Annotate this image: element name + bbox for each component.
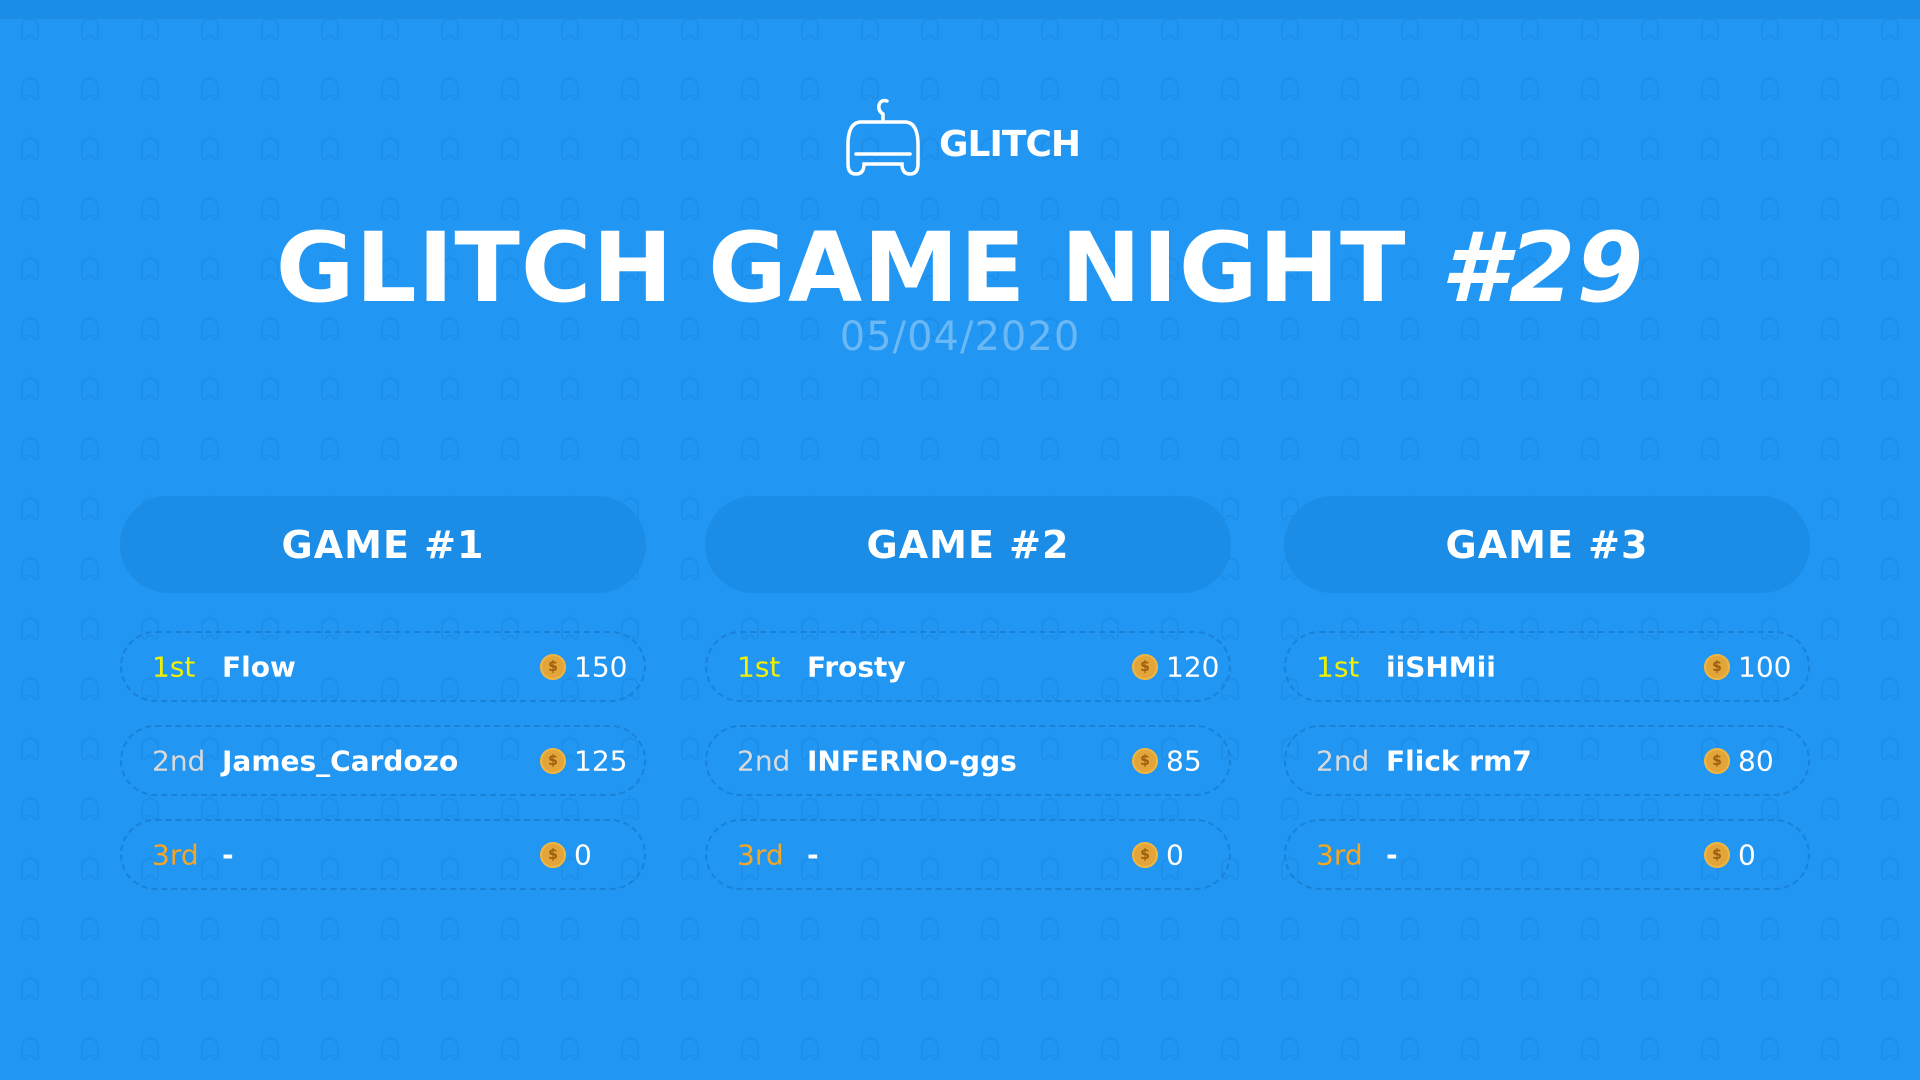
game-column-2: GAME #2 1st Frosty $120 2nd INFERNO-ggs $85 … bbox=[705, 496, 1231, 890]
player-name: iiSHMii bbox=[1386, 650, 1496, 683]
game-header: GAME #1 bbox=[120, 496, 646, 593]
points: 100 bbox=[1738, 650, 1792, 683]
points: 80 bbox=[1738, 744, 1774, 777]
page-title: GLITCH GAME NIGHT #29 bbox=[0, 212, 1920, 324]
result-row: 1st iiSHMii $100 bbox=[1284, 631, 1810, 702]
points: 0 bbox=[574, 838, 592, 871]
player-name: James_Cardozo bbox=[222, 744, 459, 777]
result-row: 1st Flow $150 bbox=[120, 631, 646, 702]
rank-label: 3rd bbox=[737, 838, 784, 871]
rank-label: 2nd bbox=[737, 744, 791, 777]
player-name: - bbox=[807, 838, 819, 871]
points: 0 bbox=[1166, 838, 1184, 871]
game-header: GAME #2 bbox=[705, 496, 1231, 593]
rank-label: 2nd bbox=[1316, 744, 1370, 777]
result-row: 2nd Flick rm7 $80 bbox=[1284, 725, 1810, 796]
result-row: 3rd - $0 bbox=[120, 819, 646, 890]
rank-label: 2nd bbox=[152, 744, 206, 777]
rank-label: 1st bbox=[737, 650, 781, 683]
title-number: #29 bbox=[1440, 212, 1645, 324]
coin-icon: $ bbox=[1132, 747, 1158, 774]
coin-icon: $ bbox=[540, 841, 566, 868]
logo-text: GLITCH bbox=[939, 123, 1081, 165]
player-name: Frosty bbox=[807, 650, 906, 683]
rank-label: 1st bbox=[1316, 650, 1360, 683]
player-name: INFERNO-ggs bbox=[807, 744, 1017, 777]
gamepad-icon bbox=[846, 98, 920, 176]
player-name: Flick rm7 bbox=[1386, 744, 1532, 777]
title-main: GLITCH GAME NIGHT bbox=[275, 212, 1441, 324]
result-row: 2nd James_Cardozo $125 bbox=[120, 725, 646, 796]
result-row: 1st Frosty $120 bbox=[705, 631, 1231, 702]
points: 0 bbox=[1738, 838, 1756, 871]
result-row: 2nd INFERNO-ggs $85 bbox=[705, 725, 1231, 796]
coin-icon: $ bbox=[1704, 653, 1730, 680]
points: 85 bbox=[1166, 744, 1202, 777]
coin-icon: $ bbox=[540, 653, 566, 680]
top-bar bbox=[0, 0, 1920, 19]
player-name: - bbox=[1386, 838, 1398, 871]
result-row: 3rd - $0 bbox=[1284, 819, 1810, 890]
points: 150 bbox=[574, 650, 628, 683]
coin-icon: $ bbox=[540, 747, 566, 774]
rank-label: 3rd bbox=[152, 838, 199, 871]
game-column-1: GAME #1 1st Flow $150 2nd James_Cardozo $125… bbox=[120, 496, 646, 890]
rank-label: 3rd bbox=[1316, 838, 1363, 871]
glitch-logo: GLITCH bbox=[843, 96, 1081, 178]
rank-label: 1st bbox=[152, 650, 196, 683]
event-date: 05/04/2020 bbox=[839, 314, 1081, 360]
result-row: 3rd - $0 bbox=[705, 819, 1231, 890]
points: 125 bbox=[574, 744, 628, 777]
game-column-3: GAME #3 1st iiSHMii $100 2nd Flick rm7 $80 3… bbox=[1284, 496, 1810, 890]
player-name: - bbox=[222, 838, 234, 871]
coin-icon: $ bbox=[1704, 841, 1730, 868]
coin-icon: $ bbox=[1704, 747, 1730, 774]
game-header: GAME #3 bbox=[1284, 496, 1810, 593]
coin-icon: $ bbox=[1132, 841, 1158, 868]
points: 120 bbox=[1166, 650, 1220, 683]
coin-icon: $ bbox=[1132, 653, 1158, 680]
player-name: Flow bbox=[222, 650, 296, 683]
